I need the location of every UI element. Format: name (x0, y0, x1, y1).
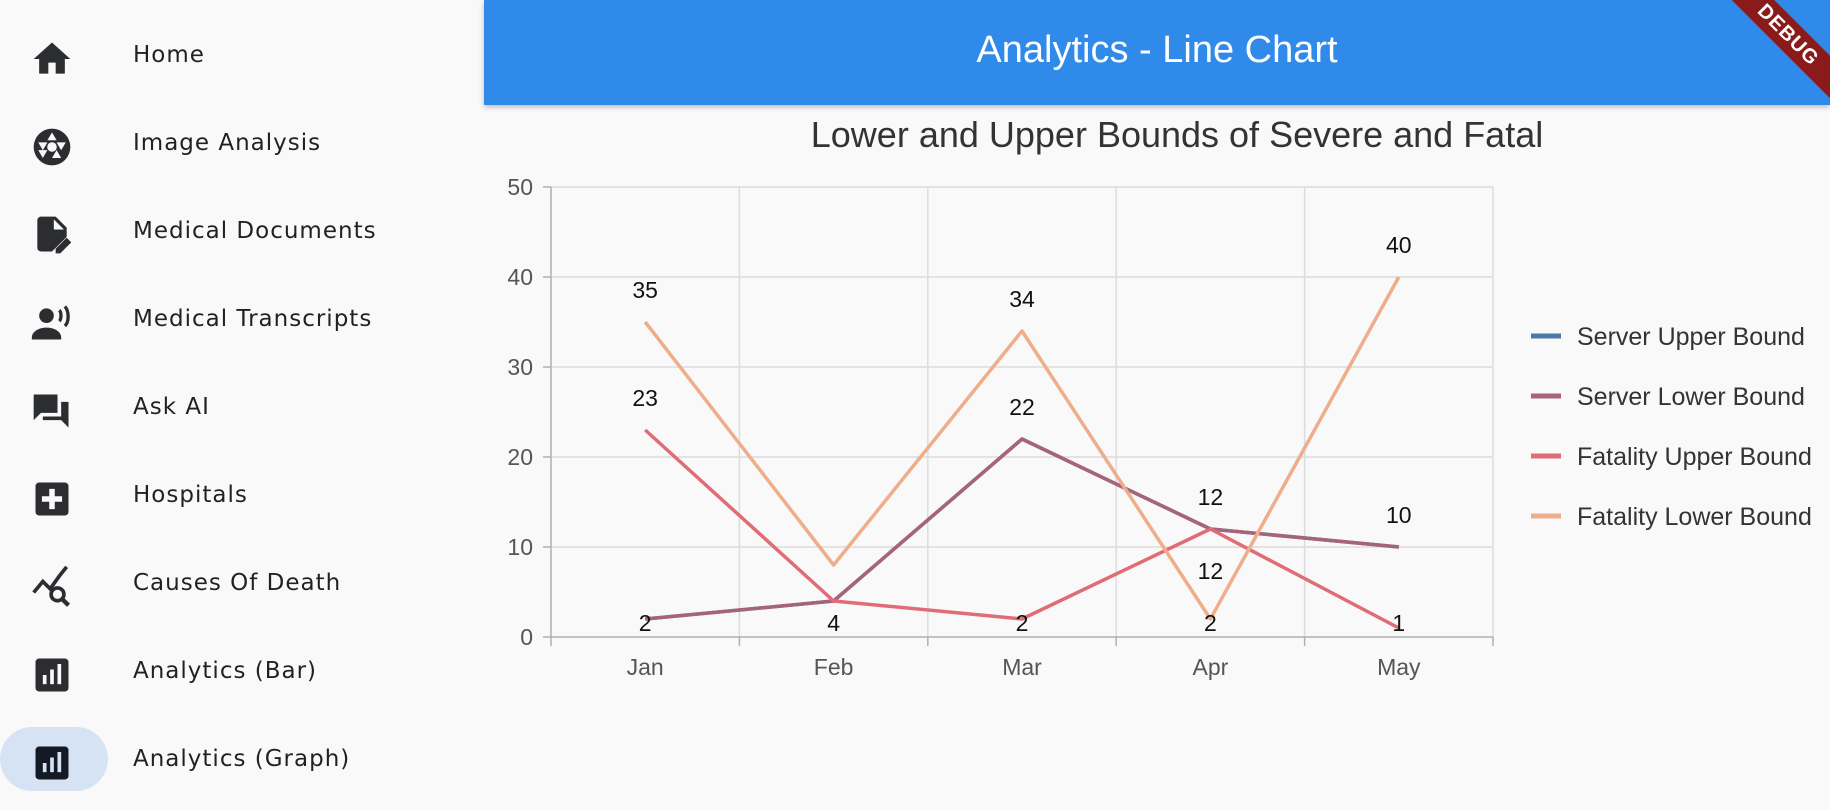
y-tick-label: 50 (507, 174, 533, 200)
legend-label: Server Lower Bound (1577, 383, 1805, 411)
page-title: Analytics - Line Chart (976, 29, 1338, 71)
nav-item-analytics-bar[interactable]: Analytics (Bar) (0, 624, 437, 712)
data-label: 2 (639, 610, 652, 636)
x-tick-label: Mar (1002, 654, 1042, 680)
legend-label: Fatality Upper Bound (1577, 443, 1812, 471)
x-tick-label: Apr (1193, 654, 1229, 680)
nav-label: Hospitals (133, 482, 248, 508)
nav-label: Home (133, 42, 205, 68)
app-bar: Analytics - Line Chart DEBUG (484, 0, 1830, 105)
y-tick-label: 40 (507, 264, 533, 290)
data-label: 2 (1204, 610, 1217, 636)
x-tick-label: Feb (814, 654, 854, 680)
x-tick-label: Jan (627, 654, 664, 680)
nav-label: Ask AI (133, 394, 210, 420)
data-label: 35 (632, 277, 658, 303)
chart-axes: 0 10 20 30 40 50 Jan Feb Mar Apr May (507, 174, 1494, 680)
data-label: 34 (1009, 286, 1035, 312)
series-line-fatality-lower-bound (643, 276, 1401, 621)
nav-item-home[interactable]: Home (0, 8, 437, 96)
chart-legend: Server Upper Bound Server Lower Bound Fata… (1531, 323, 1812, 531)
data-label: 1 (1392, 610, 1405, 636)
data-label: 10 (1386, 502, 1412, 528)
chat-bubbles-icon (28, 387, 76, 435)
y-tick-label: 30 (507, 354, 533, 380)
chart-series (643, 276, 1401, 630)
nav-label: Medical Documents (133, 218, 377, 244)
home-icon (28, 35, 76, 83)
camera-shutter-icon (28, 123, 76, 171)
bar-chart-icon (28, 651, 76, 699)
nav-label: Causes Of Death (133, 570, 342, 596)
graph-chart-icon (28, 739, 76, 787)
data-label: 23 (632, 385, 658, 411)
nav-label: Image Analysis (133, 130, 322, 156)
nav-item-medical-transcripts[interactable]: Medical Transcripts (0, 272, 437, 360)
nav-item-image-analysis[interactable]: Image Analysis (0, 96, 437, 184)
series-line-fatality-upper-bound (644, 428, 1400, 630)
data-label: 4 (827, 610, 840, 636)
nav-item-medical-documents[interactable]: Medical Documents (0, 184, 437, 272)
navigation-drawer: Home Image Analysis Medical Documents Me… (0, 0, 437, 810)
chart-search-icon (28, 563, 76, 611)
nav-label: Analytics (Graph) (133, 746, 351, 772)
nav-label: Analytics (Bar) (133, 658, 318, 684)
person-voice-icon (28, 299, 76, 347)
x-tick-label: May (1377, 654, 1421, 680)
hospital-cross-icon (28, 475, 76, 523)
document-edit-icon (28, 211, 76, 259)
data-label: 2 (1016, 610, 1029, 636)
data-label: 12 (1198, 484, 1224, 510)
nav-label: Medical Transcripts (133, 306, 373, 332)
legend-label: Fatality Lower Bound (1577, 503, 1812, 531)
series-line-server-lower-bound (645, 437, 1399, 621)
line-chart: Lower and Upper Bounds of Severe and Fat… (507, 114, 1812, 680)
nav-item-causes-of-death[interactable]: Causes Of Death (0, 536, 437, 624)
data-label: 22 (1009, 394, 1035, 420)
nav-item-hospitals[interactable]: Hospitals (0, 448, 437, 536)
y-tick-label: 20 (507, 444, 533, 470)
data-label: 12 (1198, 558, 1224, 584)
legend-label: Server Upper Bound (1577, 323, 1805, 351)
nav-item-ask-ai[interactable]: Ask AI (0, 360, 437, 448)
data-label: 40 (1386, 232, 1412, 258)
chart-title: Lower and Upper Bounds of Severe and Fat… (811, 114, 1543, 155)
nav-item-analytics-graph[interactable]: Analytics (Graph) (0, 712, 437, 800)
chart-grid (551, 186, 1494, 637)
y-tick-label: 10 (507, 534, 533, 560)
y-tick-label: 0 (520, 624, 533, 650)
